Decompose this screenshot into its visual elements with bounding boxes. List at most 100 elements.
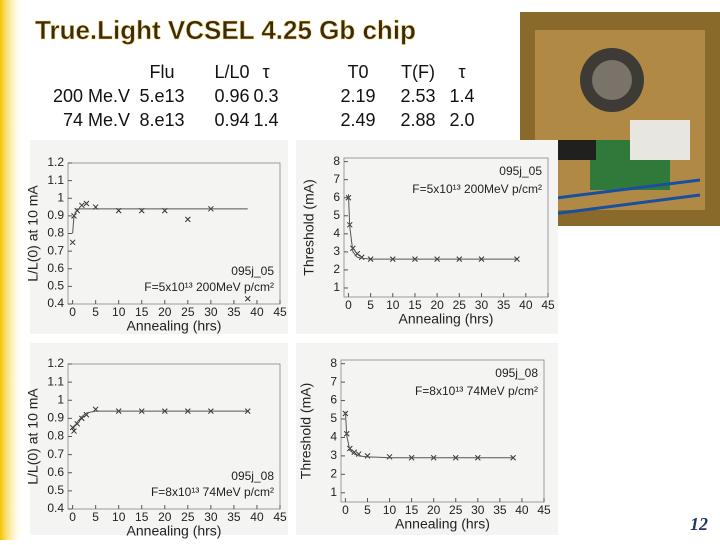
- x-tick-label: 15: [408, 298, 422, 312]
- data-point: [78, 415, 85, 422]
- x-tick-label: 0: [69, 305, 76, 319]
- x-tick-label: 5: [364, 503, 371, 517]
- y-tick-label: 0.9: [47, 411, 64, 425]
- data-point: [78, 202, 85, 209]
- fit-line: [72, 208, 248, 234]
- x-tick-label: 15: [405, 503, 419, 517]
- y-tick-label: 1.1: [47, 173, 64, 187]
- x-tick-label: 25: [449, 503, 463, 517]
- x-tick-label: 35: [493, 503, 507, 517]
- annotation: F=8x10¹³ 74MeV p/cm²: [151, 485, 274, 499]
- y-tick-label: 3: [333, 244, 340, 258]
- x-tick-label: 40: [250, 510, 264, 524]
- y-tick-label: 0.9: [47, 208, 64, 222]
- y-tick-label: 1: [330, 485, 337, 499]
- x-tick-label: 30: [471, 503, 485, 517]
- table-cell: 1.4: [449, 86, 474, 106]
- y-tick-label: 8: [333, 154, 340, 168]
- x-tick-label: 15: [135, 510, 149, 524]
- y-tick-label: 0.5: [47, 279, 64, 293]
- x-tick-label: 40: [515, 503, 529, 517]
- table-header: τ: [262, 62, 269, 82]
- table-header: L/L0: [214, 62, 249, 82]
- annotation: F=8x10¹³ 74MeV p/cm²: [415, 384, 538, 398]
- x-axis-label: Annealing (hrs): [127, 523, 222, 539]
- x-tick-label: 0: [69, 510, 76, 524]
- x-tick-label: 30: [204, 305, 218, 319]
- data-point: [244, 295, 251, 302]
- data-point: [358, 254, 365, 261]
- annotation: 095j_08: [231, 469, 274, 483]
- chart-panels: [30, 140, 558, 535]
- data-point: [69, 424, 76, 431]
- y-tick-label: 1.1: [47, 374, 64, 388]
- y-axis-label: Threshold (mA): [298, 383, 314, 479]
- annotation: F=5x10¹³ 200MeV p/cm²: [412, 182, 542, 196]
- plot-frame: [343, 157, 549, 298]
- x-tick-label: 25: [181, 305, 195, 319]
- fit-line: [347, 194, 517, 260]
- y-tick-label: 1: [57, 392, 64, 406]
- y-tick-label: 2: [333, 262, 340, 276]
- x-tick-label: 0: [342, 503, 349, 517]
- slide-title: True.Light VCSEL 4.25 Gb chip: [35, 15, 416, 45]
- data-point: [184, 216, 191, 223]
- table-header: T(F): [401, 62, 435, 82]
- y-tick-label: 0.7: [47, 447, 64, 461]
- x-tick-label: 30: [475, 298, 489, 312]
- y-tick-label: 1: [333, 280, 340, 294]
- data-point: [510, 454, 516, 461]
- x-axis-label: Annealing (hrs): [395, 516, 490, 532]
- x-tick-label: 20: [430, 298, 444, 312]
- fit-line: [72, 410, 248, 430]
- x-tick-label: 35: [227, 305, 241, 319]
- y-axis-label: Threshold (mA): [301, 179, 317, 275]
- y-tick-label: 1.2: [47, 356, 64, 370]
- plot-frame: [340, 359, 545, 503]
- x-tick-label: 10: [383, 503, 397, 517]
- x-tick-label: 30: [204, 510, 218, 524]
- x-tick-label: 25: [453, 298, 467, 312]
- y-tick-label: 5: [330, 411, 337, 425]
- y-tick-label: 5: [333, 208, 340, 222]
- side-bar: [0, 0, 22, 540]
- x-tick-label: 45: [541, 298, 555, 312]
- table-cell: 2.0: [449, 110, 474, 130]
- y-axis-label: L/L(0) at 10 mA: [25, 388, 41, 485]
- x-tick-label: 35: [497, 298, 511, 312]
- table-cell: 0.3: [253, 86, 278, 106]
- data-point: [83, 200, 90, 207]
- y-tick-label: 8: [330, 356, 337, 370]
- table-cell: 5.e13: [139, 86, 184, 106]
- annotation: 095j_05: [499, 164, 542, 178]
- table-cell: 1.4: [253, 110, 278, 130]
- fit-line: [344, 411, 514, 459]
- annotation: 095j_05: [231, 264, 274, 278]
- y-tick-label: 4: [330, 430, 337, 444]
- x-tick-label: 5: [92, 510, 99, 524]
- y-tick-label: 1.2: [47, 155, 64, 169]
- table-cell: 0.94: [214, 110, 249, 130]
- y-axis-label: L/L(0) at 10 mA: [25, 185, 41, 282]
- x-tick-label: 20: [158, 305, 172, 319]
- x-tick-label: 45: [273, 305, 287, 319]
- x-tick-label: 45: [273, 510, 287, 524]
- page-number: 12: [690, 514, 708, 534]
- table-cell: 2.53: [400, 86, 435, 106]
- y-tick-label: 7: [333, 172, 340, 186]
- y-tick-label: 0.8: [47, 429, 64, 443]
- y-tick-label: 6: [330, 393, 337, 407]
- x-axis-label: Annealing (hrs): [127, 318, 222, 334]
- y-tick-label: 7: [330, 374, 337, 388]
- x-tick-label: 15: [135, 305, 149, 319]
- y-tick-label: 0.4: [47, 296, 64, 310]
- y-tick-label: 0.6: [47, 261, 64, 275]
- x-tick-label: 35: [227, 510, 241, 524]
- x-tick-label: 40: [519, 298, 533, 312]
- table-header: Flu: [149, 62, 174, 82]
- annotation: F=5x10¹³ 200MeV p/cm²: [144, 280, 274, 294]
- x-tick-label: 5: [367, 298, 374, 312]
- row-label: 200 Me.V: [53, 86, 130, 106]
